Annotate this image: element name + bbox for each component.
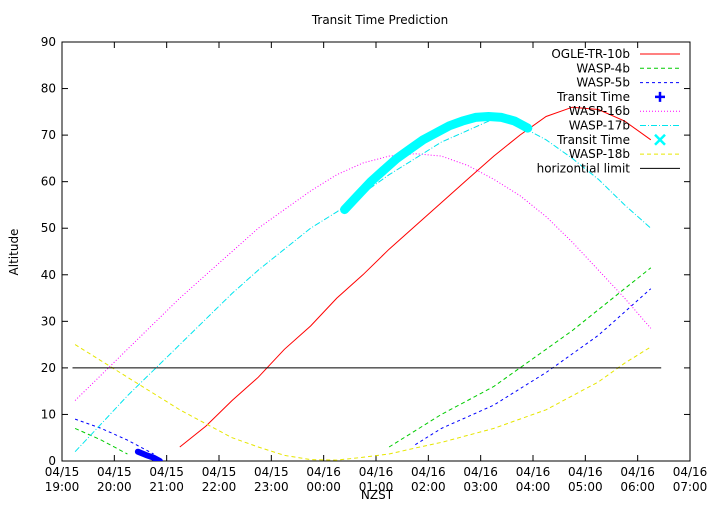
y-axis-label: Altitude: [7, 229, 21, 276]
y-tick-label: 60: [41, 175, 56, 189]
x-tick-label: 04/16 00:00: [306, 465, 341, 494]
series-line: [74, 344, 652, 461]
legend-label: WASP-5b: [576, 76, 630, 90]
y-tick-label: 70: [41, 128, 56, 142]
y-tick-label: 90: [41, 35, 56, 49]
x-tick-label: 04/16 05:00: [568, 465, 603, 494]
x-tick-label: 04/16 06:00: [620, 465, 655, 494]
x-tick-label: 04/16 04:00: [516, 465, 551, 494]
transit-track: [340, 112, 533, 215]
transit-track: [134, 448, 163, 461]
y-tick-label: 10: [41, 407, 56, 421]
x-tick-label: 04/15 21:00: [149, 465, 184, 494]
series-line: [74, 288, 652, 455]
x-tick-label: 04/15 19:00: [45, 465, 80, 494]
series-line: [74, 153, 652, 401]
legend-label: horizontial limit: [537, 161, 631, 175]
y-tick-label: 20: [41, 361, 56, 375]
legend-label: WASP-18b: [569, 147, 630, 161]
legend-marker: [654, 133, 666, 146]
legend-label: WASP-4b: [576, 61, 630, 75]
x-tick-label: 04/15 20:00: [97, 465, 132, 494]
y-tick-label: 50: [41, 221, 56, 235]
x-tick-label: 04/16 01:00: [359, 465, 394, 494]
y-tick-label: 40: [41, 268, 56, 282]
x-tick-label: 04/16 03:00: [463, 465, 498, 494]
legend-label: WASP-17b: [569, 119, 630, 133]
legend-label: Transit Time: [556, 133, 630, 147]
x-tick-label: 04/15 23:00: [254, 465, 289, 494]
legend-label: WASP-16b: [569, 104, 630, 118]
x-tick-label: 04/16 02:00: [411, 465, 446, 494]
legend-label: OGLE-TR-10b: [551, 47, 630, 61]
y-tick-label: 30: [41, 314, 56, 328]
legend-marker: [655, 91, 665, 102]
y-tick-label: 0: [48, 454, 56, 468]
x-axis-label: NZST: [361, 488, 394, 502]
y-tick-label: 80: [41, 82, 56, 96]
series-line: [74, 267, 652, 455]
legend-label: Transit Time: [556, 90, 630, 104]
series-line: [179, 106, 652, 448]
x-tick-label: 04/15 22:00: [202, 465, 237, 494]
chart-title: Transit Time Prediction: [311, 13, 448, 27]
x-tick-label: 04/16 07:00: [673, 465, 708, 494]
